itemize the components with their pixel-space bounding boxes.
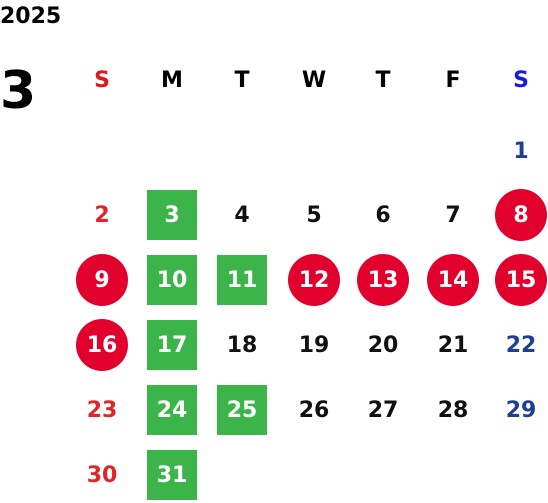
day-cell-marked[interactable]: 24 [147,385,197,435]
day-cell[interactable]: 1 [513,138,529,164]
day-cell-marked[interactable]: 11 [217,255,267,305]
day-cell[interactable]: 19 [298,332,330,358]
day-cell[interactable]: 30 [86,462,118,488]
day-cell-marked[interactable]: 25 [217,385,267,435]
day-cell-holiday[interactable]: 8 [495,189,547,241]
day-cell-holiday[interactable]: 16 [76,319,128,371]
day-cell[interactable]: 27 [367,397,399,423]
weekday-wednesday: W [301,68,327,93]
weekday-tuesday: T [234,68,250,93]
day-cell[interactable]: 29 [505,397,537,423]
day-cell-marked[interactable]: 31 [147,450,197,500]
day-cell[interactable]: 28 [437,397,469,423]
day-cell-holiday[interactable]: 12 [288,254,340,306]
day-cell[interactable]: 21 [437,332,469,358]
day-cell[interactable]: 23 [86,397,118,423]
year-label: 2025 [0,4,62,29]
weekday-saturday: S [513,68,529,93]
day-cell[interactable]: 18 [226,332,258,358]
day-cell-marked[interactable]: 3 [147,190,197,240]
weekday-sunday: S [94,68,110,93]
day-cell-holiday[interactable]: 13 [357,254,409,306]
day-cell[interactable]: 4 [234,202,250,228]
day-cell[interactable]: 2 [94,202,110,228]
weekday-friday: F [445,68,461,93]
day-cell[interactable]: 20 [367,332,399,358]
day-cell-holiday[interactable]: 9 [76,254,128,306]
weekday-monday: M [161,68,183,93]
day-cell[interactable]: 6 [375,202,391,228]
day-cell-holiday[interactable]: 14 [427,254,479,306]
day-cell[interactable]: 26 [298,397,330,423]
weekday-thursday: T [375,68,391,93]
month-number: 3 [0,61,37,121]
day-cell[interactable]: 5 [306,202,322,228]
day-cell[interactable]: 22 [505,332,537,358]
day-cell-marked[interactable]: 17 [147,320,197,370]
day-cell[interactable]: 7 [445,202,461,228]
day-cell-holiday[interactable]: 15 [495,254,547,306]
day-cell-marked[interactable]: 10 [147,255,197,305]
